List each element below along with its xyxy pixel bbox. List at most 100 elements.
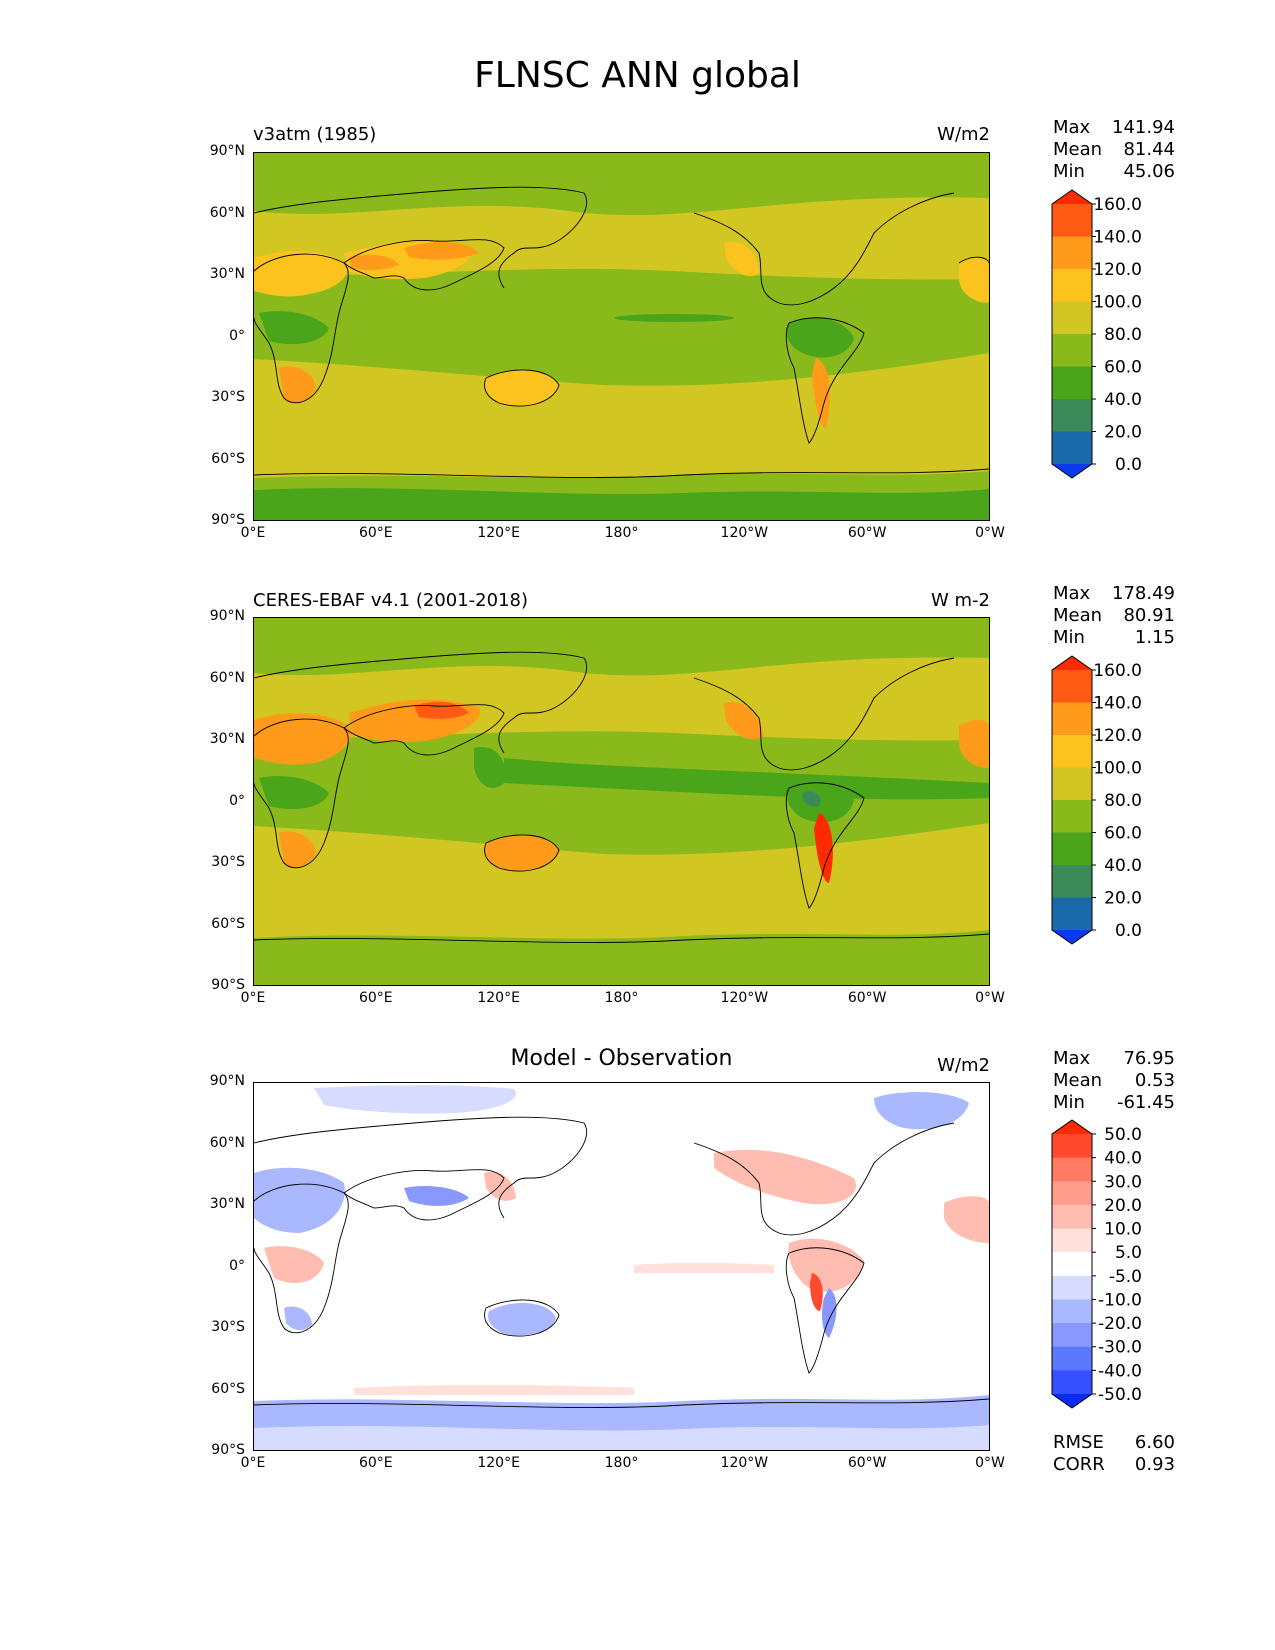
y-tick-label: 30°S [211,389,245,405]
y-tick-label: 30°N [209,731,245,747]
x-tick-label: 60°W [847,990,887,1006]
colorbar-label: -30.0 [1098,1338,1142,1358]
arctic-region [254,153,989,216]
colorbar-label: 160.0 [1093,195,1142,215]
australia [484,369,559,407]
colorbar-label: 120.0 [1093,260,1142,280]
stat-value: 141.94 [1112,117,1175,138]
colorbar-segment [1052,735,1092,768]
difference-map [253,1082,990,1451]
colorbar-label: 50.0 [1104,1125,1142,1145]
colorbar-label: -10.0 [1098,1290,1142,1310]
y-tick-label: 90°S [211,1442,245,1458]
colorbar-label: 60.0 [1104,358,1142,378]
x-tick-label: 120°W [720,1455,769,1471]
colorbar-segment [1052,1157,1092,1182]
model-map [253,152,990,521]
colorbar-label: 100.0 [1093,759,1142,779]
amazon-low [802,791,821,807]
stat-label: Max [1053,117,1091,138]
x-tick-label: 60°E [358,1455,393,1471]
observation-stats: Max 178.49 Mean 80.91 Min 1.15 [1053,583,1175,649]
panel-units: W/m2 [937,1055,990,1076]
x-tick-label: 0°W [975,1455,1005,1471]
colorbar-segment [1052,1252,1092,1277]
sahara-region [254,251,348,297]
south-america-negative [821,1288,837,1338]
tropical-band [254,268,989,386]
colorbar-segment [1052,865,1092,898]
x-tick-label: 120°E [477,525,520,541]
colorbar-label: 5.0 [1115,1243,1142,1263]
colorbar-label: 30.0 [1104,1172,1142,1192]
colorbar-label: 140.0 [1093,228,1142,248]
north-america-sw [724,702,764,740]
y-tick-label: 30°N [209,1196,245,1212]
colorbar-label: 10.0 [1104,1220,1142,1240]
colorbar-segment [1052,800,1092,833]
y-tick-label: 60°S [211,915,245,932]
maritime-continent [474,747,505,788]
x-tick-label: 0°W [975,990,1005,1006]
southern-africa [279,366,316,404]
east-asia-positive [484,1171,516,1201]
colorbar-extend-top [1052,1120,1092,1134]
colorbar-segment [1052,236,1092,270]
colorbar-label: 40.0 [1104,856,1142,876]
stat-value: 1.15 [1134,627,1175,648]
colorbar-segment [1052,702,1092,736]
colorbar-label: 60.0 [1104,824,1142,844]
y-tick-label: 0° [229,1257,245,1274]
y-tick-label: 30°N [209,266,245,282]
colorbar-segment [1052,431,1092,465]
x-tick-label: 120°W [720,990,769,1006]
itcz-strip [614,314,734,322]
panel-units: W m-2 [930,590,990,611]
x-tick-label: 120°E [477,990,520,1006]
itcz-positive [634,1262,774,1273]
stat-label: Min [1053,1092,1085,1113]
y-tick-label: 90°N [209,1073,245,1089]
model-map-canvas [254,153,989,520]
y-tick-label: 60°N [209,204,245,221]
panel-title: v3atm (1985) [253,124,377,145]
sahara-region [254,713,352,765]
x-tick-label: 60°E [358,990,393,1006]
x-tick-label: 0°E [240,525,266,541]
north-america-sw [724,242,759,277]
colorbar-label: -50.0 [1098,1385,1142,1405]
colorbar-segment [1052,269,1092,302]
x-tick-label: 0°W [975,525,1005,541]
colorbar-segment [1052,1370,1092,1395]
x-tick-label: 120°W [720,525,769,541]
stat-label: RMSE [1053,1432,1104,1453]
antarctica [254,488,989,520]
colorbar-segment [1052,1228,1092,1253]
colorbar-label: 20.0 [1104,423,1142,443]
andes-positive [810,1273,823,1311]
x-tick-label: 180° [604,1455,639,1471]
colorbar-segment [1052,1323,1092,1348]
y-tick-label: 60°S [211,1380,245,1397]
colorbar-extend-bottom [1052,464,1092,478]
colorbar-segment [1052,897,1092,931]
coastlines [254,651,989,943]
observation-map-canvas [254,618,989,985]
x-tick-label: 120°E [477,1455,520,1471]
stat-value: 80.91 [1123,605,1175,626]
stat-label: Max [1053,583,1091,604]
stat-value: 81.44 [1123,139,1175,160]
colorbar-label: -20.0 [1098,1314,1142,1334]
central-africa [259,776,329,810]
colorbar-segment [1052,1299,1092,1324]
colorbar-extend-top [1052,190,1092,204]
tibet-region [404,241,479,260]
x-tick-label: 0°E [240,1455,266,1471]
stat-label: Mean [1053,605,1103,626]
colorbar-segment [1052,366,1092,400]
y-tick-label: 0° [229,792,245,809]
colorbar-label: 40.0 [1104,1149,1142,1169]
colorbar-label: 80.0 [1104,791,1142,811]
colorbar-extend-top [1052,656,1092,670]
southern-ocean-band [254,930,989,985]
